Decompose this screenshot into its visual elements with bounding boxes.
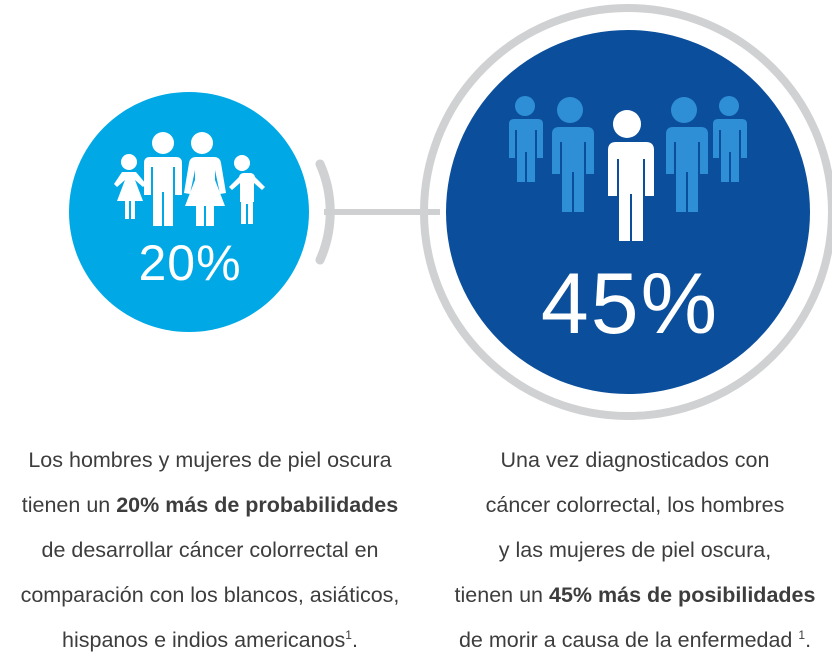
left-caption-line-5-text: hispanos e indios americanos bbox=[62, 628, 346, 652]
right-caption-highlight: 45% más de posibilidades bbox=[548, 583, 816, 607]
right-caption-period: . bbox=[805, 628, 812, 652]
family-icon bbox=[114, 132, 265, 226]
left-circle bbox=[69, 92, 309, 332]
right-caption-line-4-text: tienen un bbox=[454, 583, 549, 607]
left-caption: Los hombres y mujeres de piel oscura tie… bbox=[0, 438, 420, 663]
left-caption-line-5: hispanos e indios americanos1. bbox=[0, 618, 420, 663]
right-caption-line-1: Una vez diagnosticados con bbox=[500, 448, 770, 472]
left-caption-highlight: 20% más de probabilidades bbox=[116, 493, 399, 517]
right-percent: 45% bbox=[540, 256, 720, 352]
left-caption-line-2: tienen un 20% más de probabilidades bbox=[0, 483, 420, 528]
left-caption-line-2-text: tienen un bbox=[21, 493, 117, 517]
right-caption-line-5-text: de morir a causa de la enfermedad bbox=[458, 628, 799, 652]
right-caption: Una vez diagnosticados con cáncer colorr… bbox=[430, 438, 832, 663]
group-of-people-icon bbox=[509, 96, 747, 241]
left-footnote-ref: 1 bbox=[345, 627, 352, 642]
right-ring bbox=[420, 4, 832, 420]
left-caption-line-1: Los hombres y mujeres de piel oscura bbox=[28, 448, 392, 472]
left-caption-line-4: comparación con los blancos, asiáticos, bbox=[20, 583, 400, 607]
right-caption-line-5: de morir a causa de la enfermedad 1. bbox=[430, 618, 832, 663]
right-caption-line-4: tienen un 45% más de posibilidades bbox=[430, 573, 832, 618]
right-caption-line-3: y las mujeres de piel oscura, bbox=[498, 538, 772, 562]
right-footnote-ref: 1 bbox=[798, 627, 806, 642]
left-percent: 20% bbox=[138, 235, 242, 291]
left-caption-line-3: de desarrollar cáncer colorrectal en bbox=[41, 538, 379, 562]
left-caption-period: . bbox=[351, 628, 358, 652]
right-caption-line-2: cáncer colorrectal, los hombres bbox=[485, 493, 785, 517]
